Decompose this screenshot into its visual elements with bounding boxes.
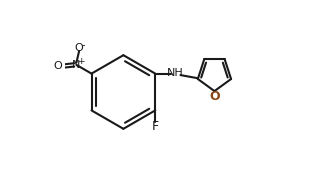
Text: -: - [82,40,85,50]
Text: O: O [54,61,62,71]
Text: F: F [152,121,159,133]
Text: NH: NH [167,68,184,78]
Text: O: O [75,43,84,53]
Text: N: N [72,60,80,70]
Text: +: + [77,57,84,66]
Text: O: O [209,90,220,102]
